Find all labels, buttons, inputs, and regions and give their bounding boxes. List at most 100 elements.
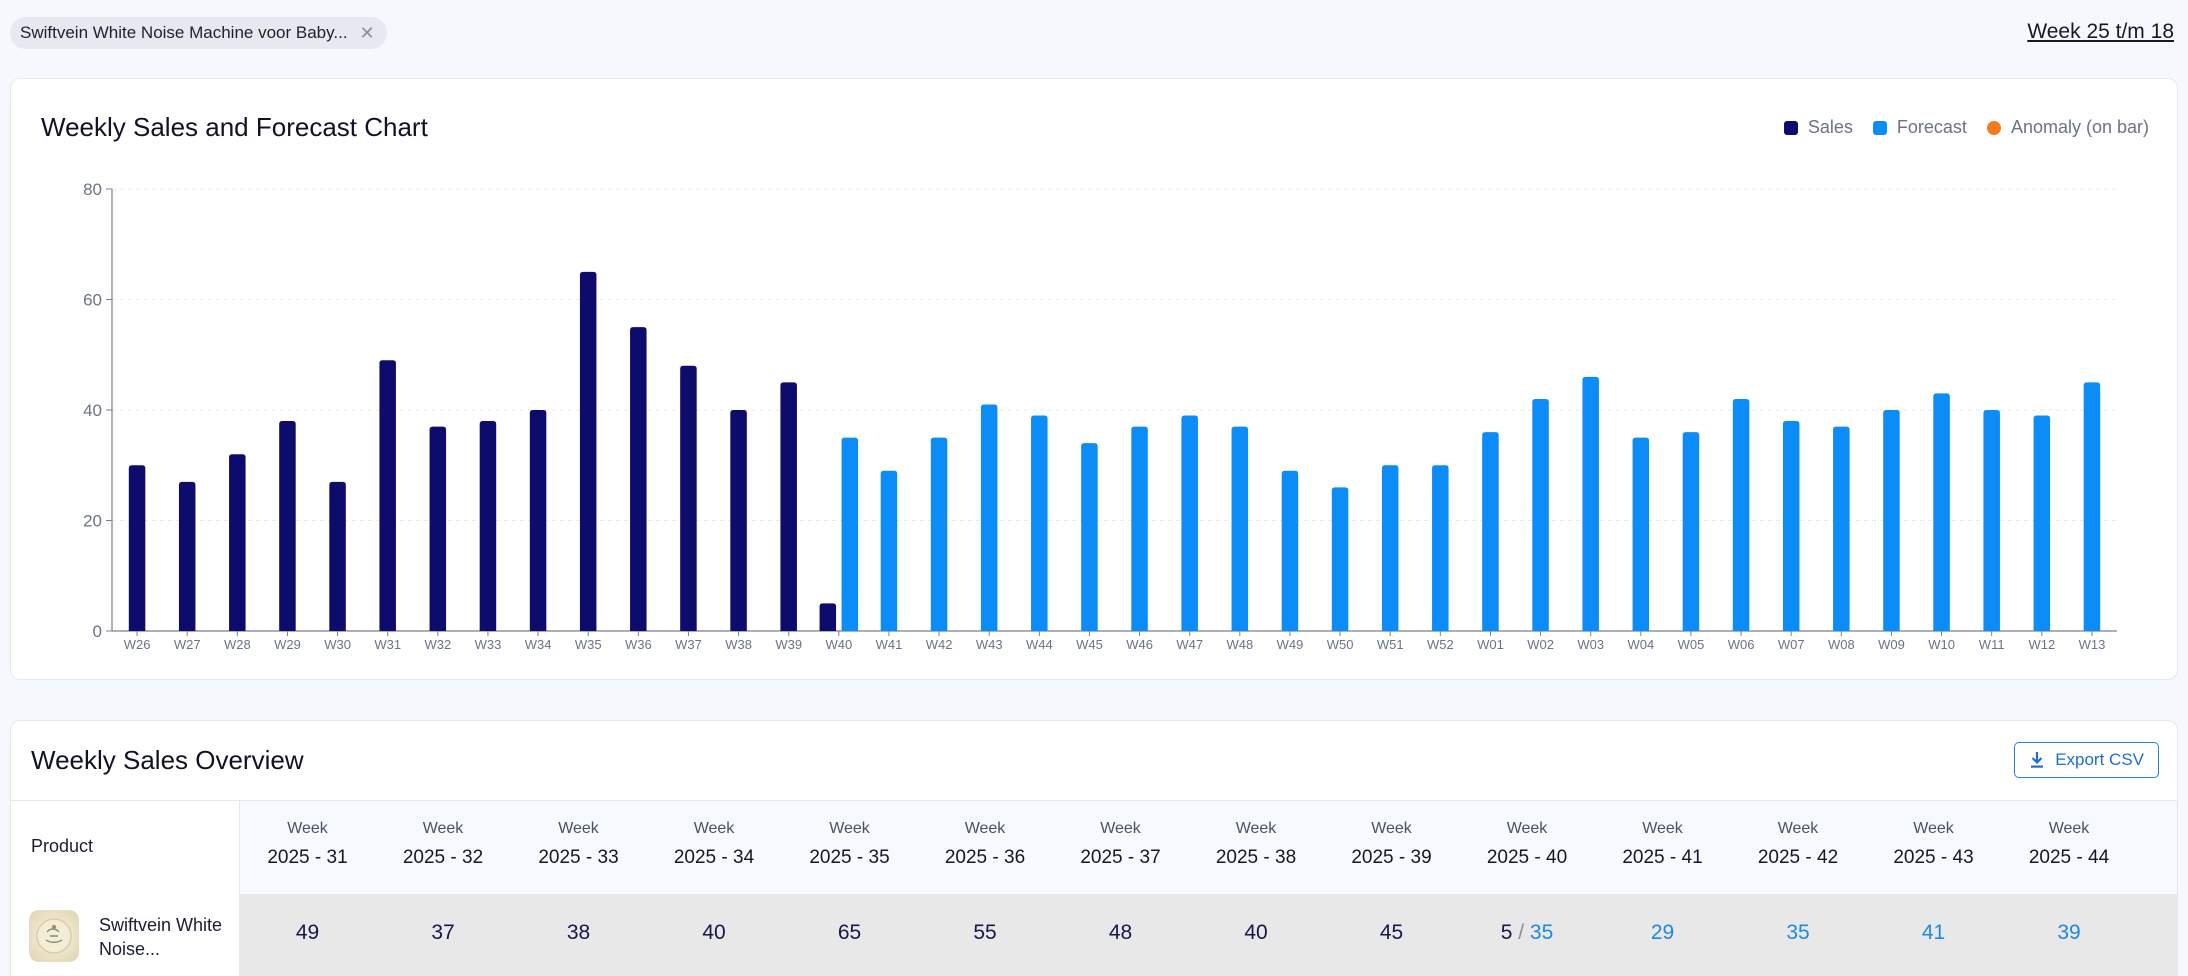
week-column-label: Week bbox=[1642, 820, 1683, 837]
x-tick-label: W02 bbox=[1527, 637, 1554, 652]
week-value-cell: 41 bbox=[1866, 894, 2001, 976]
week-column-header[interactable]: Week 2025 - 33 bbox=[511, 801, 646, 895]
sales-value: 40 bbox=[1244, 921, 1268, 944]
x-tick-label: W09 bbox=[1878, 637, 1905, 652]
week-column-header[interactable]: Week 2025 - 37 bbox=[1053, 801, 1188, 895]
sales-bar bbox=[429, 426, 447, 631]
x-tick-label: W07 bbox=[1778, 637, 1805, 652]
week-column-value: 2025 - 39 bbox=[1351, 847, 1432, 868]
week-column-header[interactable]: Week 2025 - 36 bbox=[918, 801, 1053, 895]
forecast-bar bbox=[1732, 398, 1750, 631]
product-filter-chip-label: Swiftvein White Noise Machine voor Baby.… bbox=[20, 23, 348, 42]
sales-value: 45 bbox=[1379, 921, 1404, 944]
x-tick-label: W49 bbox=[1277, 637, 1304, 652]
week-column-label: Week bbox=[2048, 820, 2090, 837]
week-column-value: 2025 - 33 bbox=[538, 847, 619, 868]
week-column-header[interactable]: Week 2025 - 31 bbox=[240, 801, 375, 895]
forecast-bar bbox=[1432, 465, 1449, 631]
week-column-value: 2025 - 36 bbox=[944, 847, 1026, 868]
product-filter-chip[interactable]: Swiftvein White Noise Machine voor Baby.… bbox=[10, 17, 387, 49]
week-value-cell: 40 bbox=[1189, 894, 1324, 976]
sales-bar bbox=[730, 410, 747, 631]
forecast-bar bbox=[2033, 415, 2051, 631]
x-tick-label: W40 bbox=[825, 637, 852, 652]
legend-item-anomaly[interactable]: Anomaly (on bar) bbox=[1986, 117, 2149, 138]
week-column-header[interactable]: Week 2025 - 43 bbox=[1866, 801, 2001, 895]
week-column-label: Week bbox=[829, 820, 870, 837]
x-tick-label: W46 bbox=[1126, 637, 1153, 652]
product-thumbnail bbox=[29, 910, 79, 962]
y-tick-label: 40 bbox=[83, 401, 102, 420]
close-icon[interactable]: ✕ bbox=[359, 23, 375, 43]
sales-bar bbox=[630, 327, 647, 631]
sales-value: 38 bbox=[566, 921, 591, 944]
x-tick-label: W33 bbox=[475, 637, 502, 652]
week-column-header[interactable]: Week 2025 - 32 bbox=[376, 801, 511, 895]
week-value-cell: 45 bbox=[1324, 894, 1459, 976]
week-column-header[interactable]: Week 2025 - 40 bbox=[1460, 801, 1595, 895]
forecast-bar bbox=[1782, 421, 1800, 631]
week-column-label: Week bbox=[1235, 820, 1277, 837]
week-column-header[interactable]: Week 2025 - 34 bbox=[647, 801, 782, 895]
y-tick-label: 20 bbox=[83, 512, 102, 531]
x-tick-label: W08 bbox=[1828, 637, 1855, 652]
table-row[interactable]: Swiftvein White Noise... 49 37 38 40 65 55 48 4… bbox=[11, 894, 2177, 976]
week-column-value: 2025 - 42 bbox=[1757, 847, 1839, 868]
week-column-header[interactable]: Week 2025 - 39 bbox=[1324, 801, 1459, 895]
week-column-header[interactable]: Week 2025 - 38 bbox=[1189, 801, 1324, 895]
product-cell: Swiftvein White Noise... bbox=[11, 894, 240, 976]
table-title: Weekly Sales Overview bbox=[31, 745, 304, 775]
y-tick-label: 60 bbox=[83, 291, 102, 310]
sales-bar bbox=[329, 481, 346, 631]
x-tick-label: W51 bbox=[1377, 637, 1404, 652]
export-csv-button[interactable]: Export CSV bbox=[2014, 742, 2159, 778]
x-tick-label: W44 bbox=[1026, 637, 1053, 652]
legend-item-forecast[interactable]: Forecast bbox=[1872, 117, 1967, 138]
forecast-bar bbox=[1181, 415, 1198, 631]
value-separator: / bbox=[1512, 921, 1530, 944]
sales-value: 5 bbox=[1500, 921, 1513, 944]
week-column-value: 2025 - 34 bbox=[673, 847, 755, 868]
forecast-bar bbox=[1081, 443, 1098, 631]
forecast-bar bbox=[1381, 465, 1399, 631]
product-column-header[interactable]: Product bbox=[11, 801, 240, 895]
x-tick-label: W03 bbox=[1577, 637, 1604, 652]
week-value-cell: 39 bbox=[2002, 894, 2137, 976]
x-tick-label: W50 bbox=[1327, 637, 1354, 652]
week-column-value: 2025 - 35 bbox=[809, 847, 890, 868]
forecast-bar bbox=[1131, 426, 1148, 631]
week-column-value: 2025 - 32 bbox=[402, 847, 484, 868]
week-column-value: 2025 - 44 bbox=[2028, 847, 2110, 868]
week-value-cell: 38 bbox=[511, 894, 646, 976]
week-column-header[interactable]: Week 2025 - 42 bbox=[1731, 801, 1866, 895]
sales-value: 65 bbox=[837, 921, 862, 944]
week-value-cell: 55 bbox=[918, 894, 1053, 976]
week-value-cell: 40 bbox=[647, 894, 782, 976]
week-column-header[interactable]: Week 2025 - 44 bbox=[2002, 801, 2137, 895]
week-range-link[interactable]: Week 25 t/m 18 bbox=[2027, 20, 2174, 43]
forecast-value: 29 bbox=[1650, 921, 1675, 944]
x-tick-label: W31 bbox=[374, 637, 401, 652]
sales-value: 37 bbox=[431, 921, 455, 944]
forecast-bar bbox=[1632, 437, 1650, 631]
x-tick-label: W30 bbox=[324, 637, 351, 652]
sales-bar bbox=[529, 410, 547, 631]
week-column-header[interactable]: Week 2025 - 35 bbox=[782, 801, 917, 895]
forecast-value: 39 bbox=[2057, 921, 2081, 944]
forecast-value: 35 bbox=[1786, 921, 1810, 944]
chart-title: Weekly Sales and Forecast Chart bbox=[41, 112, 428, 142]
forecast-value: 41 bbox=[1921, 921, 1946, 944]
x-tick-label: W29 bbox=[274, 637, 301, 652]
x-tick-label: W04 bbox=[1627, 637, 1654, 652]
export-csv-label: Export CSV bbox=[2055, 750, 2144, 769]
x-tick-label: W10 bbox=[1928, 637, 1955, 652]
legend-item-sales[interactable]: Sales bbox=[1783, 117, 1853, 138]
week-value-cell: 48 bbox=[1053, 894, 1188, 976]
week-column-label: Week bbox=[1100, 820, 1141, 837]
week-column-header[interactable]: Week 2025 - 41 bbox=[1595, 801, 1730, 895]
week-value-cell: 29 bbox=[1595, 894, 1730, 976]
week-value-cell: 37 bbox=[376, 894, 511, 976]
sales-bar bbox=[379, 360, 396, 631]
week-column-value: 2025 - 40 bbox=[1486, 847, 1568, 868]
chart-card: Weekly Sales and Forecast Chart Sales Fo… bbox=[10, 78, 2178, 680]
